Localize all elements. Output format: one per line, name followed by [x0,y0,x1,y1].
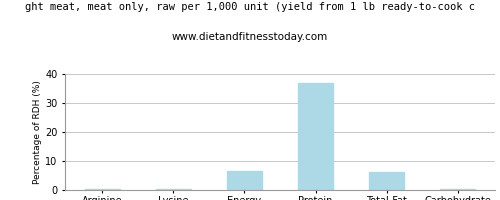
Text: www.dietandfitnesstoday.com: www.dietandfitnesstoday.com [172,32,328,42]
Bar [440,189,476,190]
Bar [369,172,404,190]
Bar [84,189,120,190]
Bar [298,83,334,190]
Y-axis label: Percentage of RDH (%): Percentage of RDH (%) [33,80,42,184]
Text: ght meat, meat only, raw per 1,000 unit (yield from 1 lb ready-to-cook c: ght meat, meat only, raw per 1,000 unit … [25,2,475,12]
Bar [156,189,191,190]
Bar [226,171,262,190]
